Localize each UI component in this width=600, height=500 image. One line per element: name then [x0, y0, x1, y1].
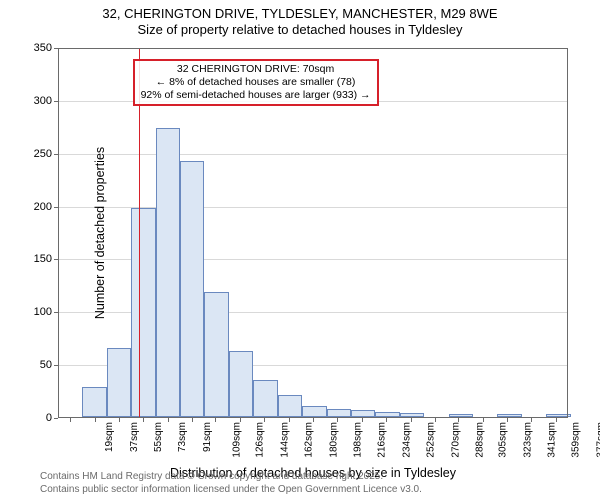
xtick-label: 270sqm	[450, 422, 461, 458]
xtick-mark	[556, 418, 557, 422]
ytick-mark	[54, 154, 58, 155]
ytick-label: 350	[12, 42, 52, 54]
annotation-line: 32 CHERINGTON DRIVE: 70sqm	[141, 63, 371, 76]
xtick-label: 359sqm	[571, 422, 582, 458]
xtick-label: 198sqm	[353, 422, 364, 458]
xtick-label: 19sqm	[104, 422, 115, 452]
histogram-bar	[400, 413, 424, 417]
annotation-line: 92% of semi-detached houses are larger (…	[141, 89, 371, 102]
annotation-line: ← 8% of detached houses are smaller (78)	[141, 76, 371, 89]
xtick-mark	[168, 418, 169, 422]
histogram-bar	[253, 380, 277, 417]
xtick-label: 288sqm	[475, 422, 486, 458]
xtick-mark	[215, 418, 216, 422]
ytick-label: 150	[12, 253, 52, 265]
xtick-label: 109sqm	[232, 422, 243, 458]
histogram-bar	[82, 387, 106, 417]
xtick-label: 37sqm	[129, 422, 140, 452]
xtick-mark	[119, 418, 120, 422]
footer-line1: Contains HM Land Registry data © Crown c…	[40, 471, 422, 484]
xtick-mark	[289, 418, 290, 422]
xtick-label: 252sqm	[426, 422, 437, 458]
histogram-bar	[546, 414, 570, 417]
ytick-label: 300	[12, 95, 52, 107]
xtick-mark	[143, 418, 144, 422]
xtick-label: 162sqm	[304, 422, 315, 458]
ytick-mark	[54, 312, 58, 313]
footer-attribution: Contains HM Land Registry data © Crown c…	[40, 471, 422, 496]
gridline	[58, 48, 568, 49]
ytick-label: 250	[12, 148, 52, 160]
gridline	[58, 154, 568, 155]
xtick-mark	[240, 418, 241, 422]
plot-region: 05010015020025030035019sqm37sqm55sqm73sq…	[58, 48, 568, 418]
xtick-mark	[411, 418, 412, 422]
xtick-mark	[386, 418, 387, 422]
footer-line2: Contains public sector information licen…	[40, 484, 422, 497]
histogram-bar	[107, 348, 131, 417]
xtick-label: 144sqm	[279, 422, 290, 458]
histogram-bar	[497, 414, 521, 417]
xtick-label: 73sqm	[177, 422, 188, 452]
ytick-mark	[54, 418, 58, 419]
xtick-mark	[264, 418, 265, 422]
xtick-mark	[95, 418, 96, 422]
xtick-mark	[192, 418, 193, 422]
ytick-label: 100	[12, 306, 52, 318]
ytick-mark	[54, 48, 58, 49]
annotation-box: 32 CHERINGTON DRIVE: 70sqm← 8% of detach…	[133, 59, 379, 106]
ytick-label: 0	[12, 412, 52, 424]
xtick-label: 341sqm	[547, 422, 558, 458]
xtick-label: 55sqm	[153, 422, 164, 452]
histogram-bar	[278, 395, 302, 417]
histogram-bar	[180, 161, 204, 417]
xtick-label: 216sqm	[377, 422, 388, 458]
histogram-bar	[449, 414, 473, 417]
xtick-mark	[313, 418, 314, 422]
xtick-label: 91sqm	[202, 422, 213, 452]
y-axis-label: Number of detached properties	[93, 147, 107, 319]
histogram-bar	[327, 409, 351, 417]
histogram-bar	[229, 351, 253, 417]
xtick-mark	[531, 418, 532, 422]
xtick-mark	[337, 418, 338, 422]
xtick-label: 234sqm	[401, 422, 412, 458]
chart-title: 32, CHERINGTON DRIVE, TYLDESLEY, MANCHES…	[0, 0, 600, 39]
xtick-label: 180sqm	[328, 422, 339, 458]
xtick-mark	[507, 418, 508, 422]
histogram-bar	[131, 208, 155, 417]
xtick-label: 305sqm	[498, 422, 509, 458]
xtick-mark	[458, 418, 459, 422]
xtick-label: 323sqm	[522, 422, 533, 458]
ytick-label: 200	[12, 201, 52, 213]
histogram-bar	[351, 410, 375, 417]
ytick-mark	[54, 259, 58, 260]
ytick-mark	[54, 207, 58, 208]
xtick-label: 126sqm	[255, 422, 266, 458]
xtick-label: 377sqm	[595, 422, 600, 458]
ytick-mark	[54, 365, 58, 366]
ytick-mark	[54, 101, 58, 102]
xtick-mark	[483, 418, 484, 422]
histogram-bar	[375, 412, 399, 417]
histogram-bar	[156, 128, 180, 417]
xtick-mark	[70, 418, 71, 422]
histogram-bar	[302, 406, 326, 417]
title-line2: Size of property relative to detached ho…	[0, 22, 600, 38]
title-line1: 32, CHERINGTON DRIVE, TYLDESLEY, MANCHES…	[0, 6, 600, 22]
histogram-bar	[204, 292, 228, 417]
chart-area: 05010015020025030035019sqm37sqm55sqm73sq…	[58, 48, 568, 418]
ytick-label: 50	[12, 359, 52, 371]
xtick-mark	[435, 418, 436, 422]
xtick-mark	[362, 418, 363, 422]
